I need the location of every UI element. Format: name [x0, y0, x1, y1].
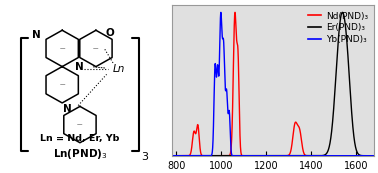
Er(PND)₃ [218, 155, 222, 157]
Nd(PND)₃ [260, 155, 265, 157]
Text: —: — [77, 122, 83, 127]
Line: Yb(PND)₃: Yb(PND)₃ [172, 12, 374, 156]
Er(PND)₃ [372, 155, 376, 157]
Yb(PND)₃ [218, 31, 222, 34]
Er(PND)₃ [370, 155, 375, 157]
Yb(PND)₃ [217, 73, 221, 75]
Yb(PND)₃ [218, 11, 223, 13]
Er(PND)₃ [260, 155, 265, 157]
Nd(PND)₃ [233, 11, 237, 13]
Text: N: N [75, 62, 84, 72]
Text: N: N [32, 30, 41, 40]
Er(PND)₃ [217, 155, 221, 157]
Nd(PND)₃ [217, 155, 221, 157]
Nd(PND)₃ [370, 155, 375, 157]
Text: 3: 3 [141, 152, 148, 162]
Yb(PND)₃ [219, 13, 223, 15]
Er(PND)₃ [170, 155, 174, 157]
Yb(PND)₃ [170, 155, 174, 157]
Legend: Nd(PND)₃, Er(PND)₃, Yb(PND)₃: Nd(PND)₃, Er(PND)₃, Yb(PND)₃ [306, 10, 370, 46]
Nd(PND)₃ [170, 155, 174, 157]
Text: —: — [59, 82, 65, 87]
Line: Er(PND)₃: Er(PND)₃ [172, 12, 374, 156]
Text: —: — [59, 46, 65, 51]
Er(PND)₃ [219, 155, 223, 157]
Er(PND)₃ [246, 155, 251, 157]
Yb(PND)₃ [246, 155, 251, 157]
Text: Ln: Ln [113, 64, 125, 74]
Text: Ln(PND)$_3$: Ln(PND)$_3$ [53, 147, 107, 161]
Text: N: N [63, 104, 72, 114]
Text: —: — [93, 46, 99, 51]
Yb(PND)₃ [271, 155, 275, 157]
Nd(PND)₃ [219, 155, 223, 157]
Line: Nd(PND)₃: Nd(PND)₃ [172, 12, 374, 156]
Nd(PND)₃ [246, 155, 251, 157]
Yb(PND)₃ [260, 155, 265, 157]
Er(PND)₃ [340, 11, 345, 13]
Yb(PND)₃ [370, 155, 375, 157]
Nd(PND)₃ [372, 155, 376, 157]
Nd(PND)₃ [218, 155, 222, 157]
Text: Ln = Nd, Er, Yb: Ln = Nd, Er, Yb [40, 134, 119, 143]
Yb(PND)₃ [372, 155, 376, 157]
Text: O: O [106, 28, 115, 38]
